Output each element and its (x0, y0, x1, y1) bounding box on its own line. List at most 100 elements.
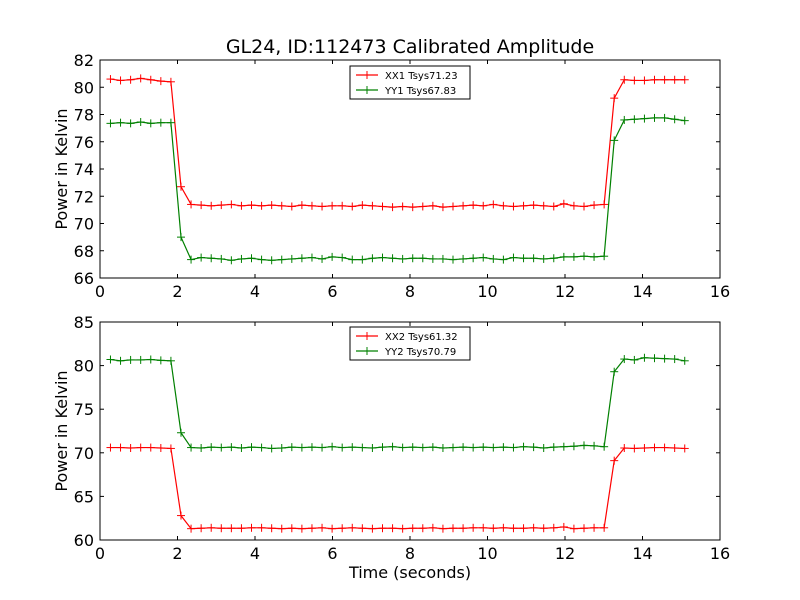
data-point (277, 444, 286, 453)
data-point (660, 443, 669, 452)
data-point (237, 201, 246, 210)
legend-box (349, 65, 471, 100)
data-point (307, 443, 316, 452)
data-point (579, 524, 588, 533)
data-point (398, 202, 407, 211)
data-point (237, 444, 246, 453)
data-point (257, 443, 266, 452)
data-point (267, 201, 276, 210)
y-axis-label: Power in Kelvin (52, 108, 71, 229)
y-tick-label: 65 (74, 487, 94, 506)
data-point (640, 353, 649, 362)
data-point (630, 115, 639, 124)
data-point (176, 428, 185, 437)
data-point (166, 356, 175, 365)
data-point (328, 442, 337, 451)
data-point (418, 254, 427, 263)
data-point (640, 76, 649, 85)
chart-title: GL24, ID:112473 Calibrated Amplitude (226, 36, 594, 58)
data-point (509, 443, 518, 452)
data-point (660, 113, 669, 122)
data-point (176, 511, 185, 520)
data-point (590, 201, 599, 210)
data-point (156, 118, 165, 127)
data-point (559, 522, 568, 531)
data-point (297, 201, 306, 210)
data-point (449, 443, 458, 452)
x-tick-label: 8 (405, 282, 415, 301)
data-point (600, 200, 609, 209)
x-tick-label: 14 (632, 544, 652, 563)
data-point (197, 201, 206, 210)
data-point (318, 523, 327, 532)
data-point (459, 524, 468, 533)
data-point (318, 202, 327, 211)
data-point (438, 444, 447, 453)
data-point (126, 444, 135, 453)
legend-label: YY2 Tsys70.79 (384, 347, 456, 358)
data-point (549, 202, 558, 211)
data-point (479, 523, 488, 532)
x-tick-label: 12 (555, 282, 575, 301)
x-tick-label: 2 (172, 282, 182, 301)
data-point (338, 443, 347, 452)
data-point (600, 252, 609, 261)
data-point (408, 524, 417, 533)
y-tick-label: 66 (74, 269, 94, 288)
data-point (187, 255, 196, 264)
x-tick-label: 10 (477, 282, 497, 301)
legend: XX1 Tsys71.23 YY1 Tsys67.83 (349, 65, 471, 100)
data-point (519, 442, 528, 451)
data-point (227, 443, 236, 452)
data-point (539, 254, 548, 263)
data-point (519, 524, 528, 533)
data-point (660, 354, 669, 363)
data-point (257, 523, 266, 532)
data-point (650, 113, 659, 122)
y-tick-label: 68 (74, 242, 94, 261)
y-tick-label: 60 (74, 531, 94, 550)
data-point (368, 254, 377, 263)
data-point (146, 355, 155, 364)
data-point (247, 443, 256, 452)
data-point (590, 252, 599, 261)
data-point (156, 356, 165, 365)
data-point (247, 201, 256, 210)
data-point (338, 524, 347, 533)
data-point (499, 255, 508, 264)
data-point (559, 252, 568, 261)
data-point (670, 75, 679, 84)
data-point (610, 367, 619, 376)
data-point (207, 443, 216, 452)
data-point (408, 254, 417, 263)
data-point (126, 119, 135, 128)
data-point (378, 202, 387, 211)
data-point (388, 254, 397, 263)
data-point (247, 523, 256, 532)
data-point (146, 443, 155, 452)
data-point (328, 524, 337, 533)
data-point (519, 201, 528, 210)
data-point (590, 441, 599, 450)
data-point (378, 524, 387, 533)
data-point (257, 201, 266, 210)
data-point (539, 524, 548, 533)
data-point (519, 254, 528, 263)
data-point (146, 75, 155, 84)
data-point (287, 202, 296, 211)
data-point (307, 253, 316, 262)
data-point (136, 117, 145, 126)
data-point (438, 203, 447, 212)
data-point (227, 524, 236, 533)
data-point (338, 253, 347, 262)
data-point (197, 253, 206, 262)
data-point (328, 201, 337, 210)
data-point (579, 202, 588, 211)
y-tick-label: 72 (74, 187, 94, 206)
data-point (428, 201, 437, 210)
legend-label: XX1 Tsys71.23 (385, 71, 458, 82)
x-tick-label: 12 (555, 544, 575, 563)
data-point (549, 254, 558, 263)
data-point (297, 254, 306, 263)
data-point (579, 441, 588, 450)
